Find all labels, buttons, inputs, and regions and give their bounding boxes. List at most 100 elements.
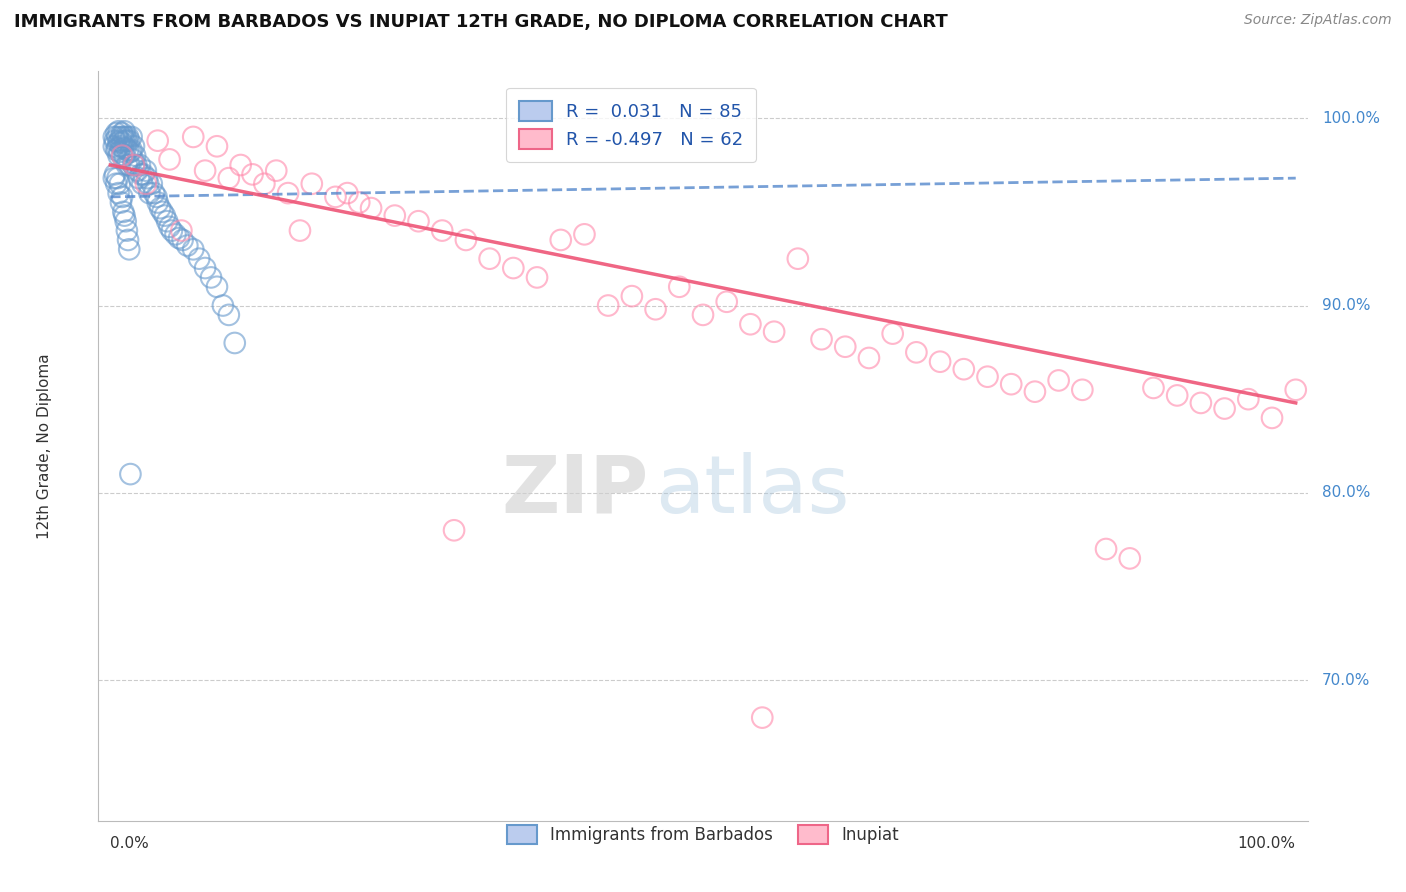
Point [136,177,159,191]
Legend: Immigrants from Barbados, Inupiat: Immigrants from Barbados, Inupiat [494,812,912,857]
Point [118,158,141,172]
Point [692,308,714,322]
Point [176,238,198,252]
Point [620,289,643,303]
Point [1024,384,1046,399]
Point [141,177,163,191]
Point [1142,381,1164,395]
Point [143,186,166,201]
Point [205,139,228,153]
Point [135,177,157,191]
Point [114,134,136,148]
Point [105,130,128,145]
Point [1000,377,1022,392]
Text: Source: ZipAtlas.com: Source: ZipAtlas.com [1244,13,1392,28]
Point [526,270,548,285]
Point [111,148,134,162]
Point [786,252,808,266]
Point [172,233,194,247]
Point [121,143,143,157]
Point [1071,383,1094,397]
Point [107,186,129,201]
Point [111,136,134,150]
Point [111,126,134,140]
Text: atlas: atlas [655,452,849,530]
Point [117,143,139,157]
Point [112,205,135,219]
Point [111,148,134,162]
Point [194,163,217,178]
Point [110,195,132,210]
Point [120,467,142,482]
Point [114,209,136,223]
Point [952,362,974,376]
Point [188,252,211,266]
Point [104,168,127,182]
Point [104,134,127,148]
Point [181,130,204,145]
Point [408,214,430,228]
Point [502,261,524,276]
Point [114,148,136,162]
Point [905,345,928,359]
Point [108,177,131,191]
Point [115,224,138,238]
Point [121,153,143,167]
Point [253,177,276,191]
Point [550,233,572,247]
Text: 0.0%: 0.0% [110,836,149,851]
Point [288,224,311,238]
Point [129,158,152,172]
Point [103,171,125,186]
Point [644,302,666,317]
Point [105,141,128,155]
Point [1213,401,1236,416]
Point [1189,396,1212,410]
Point [159,219,181,234]
Point [152,205,174,219]
Point [131,177,153,191]
Point [146,195,169,210]
Point [156,214,179,228]
Point [384,209,406,223]
Point [136,171,159,186]
Point [105,171,128,186]
Point [167,231,190,245]
Point [149,201,172,215]
Point [1095,542,1118,557]
Point [107,124,129,138]
Point [882,326,904,341]
Point [114,214,136,228]
Point [103,139,125,153]
Point [108,145,131,159]
Point [751,710,773,724]
Point [858,351,880,365]
Point [1237,392,1260,407]
Text: 90.0%: 90.0% [1322,298,1371,313]
Point [242,168,264,182]
Point [125,158,148,172]
Point [347,195,370,210]
Point [224,336,246,351]
Point [1261,410,1284,425]
Point [124,148,146,162]
Point [105,143,128,157]
Text: 80.0%: 80.0% [1322,485,1371,500]
Point [229,158,252,172]
Point [360,201,382,215]
Point [122,158,145,172]
Point [117,233,139,247]
Point [118,134,141,148]
Point [120,145,142,159]
Point [160,224,183,238]
Point [114,130,136,145]
Point [170,224,193,238]
Point [105,177,128,191]
Point [1166,388,1188,402]
Point [117,130,139,145]
Point [200,270,222,285]
Point [212,298,235,313]
Point [108,134,131,148]
Point [114,141,136,155]
Point [118,243,141,257]
